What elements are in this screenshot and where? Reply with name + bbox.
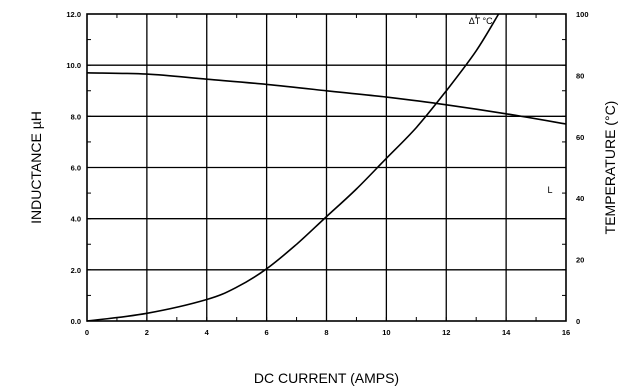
x-tick-label: 2 (145, 328, 149, 337)
x-tick-label: 0 (85, 328, 89, 337)
y2-tick-label: 80 (576, 71, 584, 80)
series-line-temperature (86, 13, 500, 322)
x-tick-labels: 0 2 4 6 8 10 12 14 16 (85, 328, 570, 337)
series-labels: L ΔT °C (469, 16, 553, 195)
x-axis-title: DC CURRENT (AMPS) (254, 370, 399, 386)
x-tick-label: 6 (265, 328, 269, 337)
x-tick-label: 14 (502, 328, 511, 337)
x-tick-label: 8 (324, 328, 328, 337)
y2-tick-label: 40 (576, 194, 584, 203)
y2-tick-labels: 0 20 40 60 80 100 (576, 10, 589, 326)
y-tick-label: 2.0 (71, 266, 81, 275)
y-tick-label: 0.0 (71, 317, 81, 326)
y2-tick-label: 0 (576, 317, 580, 326)
y-tick-labels: 0.0 2.0 4.0 6.0 8.0 10.0 12.0 (66, 10, 81, 326)
y-tick-label: 6.0 (71, 164, 81, 173)
y-tick-label: 10.0 (66, 61, 81, 70)
series-group (86, 13, 567, 322)
series-label-inductance: L (547, 185, 552, 195)
y-axis-title: INDUCTANCE µH (28, 111, 44, 224)
x-tick-label: 12 (442, 328, 450, 337)
tick-marks (86, 13, 567, 322)
grid (87, 14, 566, 321)
y2-tick-label: 100 (576, 10, 589, 19)
x-tick-label: 10 (382, 328, 390, 337)
x-tick-label: 4 (205, 328, 210, 337)
y-tick-label: 12.0 (66, 10, 81, 19)
y2-tick-label: 60 (576, 133, 584, 142)
series-label-temperature: ΔT °C (469, 16, 493, 26)
x-tick-label: 16 (562, 328, 570, 337)
y-tick-label: 8.0 (71, 112, 81, 121)
y2-axis-title: TEMPERATURE (°C) (602, 101, 618, 235)
y2-tick-label: 20 (576, 256, 584, 265)
y-tick-label: 4.0 (71, 215, 81, 224)
series-line-inductance (86, 72, 567, 125)
